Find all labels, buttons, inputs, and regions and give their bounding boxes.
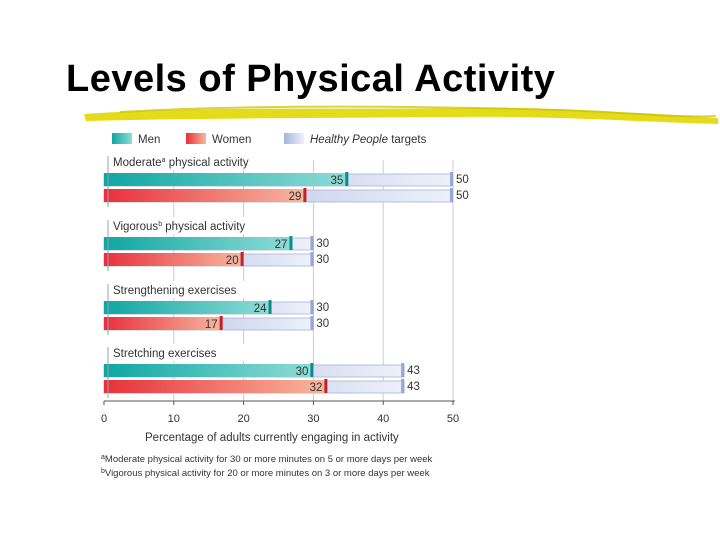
- x-tick-label-10: 10: [168, 413, 180, 425]
- target-label-men-0: 50: [456, 174, 469, 186]
- bar-cap-men-0: [345, 172, 349, 186]
- category-label-rest-0: physical activity: [166, 157, 249, 169]
- value-label-men-3: 30: [296, 366, 309, 378]
- target-bar-cap-men-0: [450, 172, 453, 186]
- bar-cap-men-1: [289, 236, 293, 250]
- bar-cap-women-2: [219, 316, 223, 330]
- footnote-a-text: Moderate physical activity for 30 or mor…: [105, 454, 433, 465]
- legend-target-rest: targets: [388, 134, 427, 146]
- target-bar-cap-women-1: [310, 252, 314, 266]
- title-underline-brush-stroke: [119, 105, 717, 118]
- x-tick-label-50: 50: [447, 413, 459, 425]
- x-ticks: 0 10 20 30 40 50: [101, 401, 459, 425]
- legend: Men Women Healthy People targets: [112, 133, 427, 146]
- legend-target-swatch: [284, 133, 304, 144]
- bar-cap-women-0: [303, 188, 307, 202]
- footnote-a: aModerate physical activity for 30 or mo…: [101, 454, 433, 465]
- bar-cap-women-1: [240, 252, 244, 266]
- category-label-main-3: Stretching exercises: [113, 348, 217, 360]
- x-tick-label-0: 0: [101, 413, 107, 425]
- x-tick-label-20: 20: [237, 413, 249, 425]
- bar-men-3: [104, 364, 314, 377]
- legend-target-label: Healthy People targets: [310, 134, 427, 146]
- bar-cap-men-3: [310, 363, 314, 377]
- x-tick-label-30: 30: [307, 413, 319, 425]
- bar-cap-women-3: [324, 379, 328, 393]
- target-label-women-2: 30: [316, 318, 329, 330]
- bar-cap-men-2: [268, 300, 272, 314]
- target-label-men-1: 30: [316, 238, 329, 250]
- legend-women-swatch: [186, 133, 206, 144]
- category-label-box-0: [104, 153, 254, 170]
- category-label-sup-1: b: [158, 221, 162, 228]
- slide-title: Levels of Physical Activity: [66, 58, 556, 100]
- value-label-women-2: 17: [205, 319, 218, 331]
- bar-women-3: [104, 380, 328, 393]
- target-label-men-2: 30: [316, 302, 329, 314]
- category-label-main-0: Moderate: [113, 157, 162, 169]
- target-bar-cap-women-0: [450, 188, 453, 202]
- title-underline-brush: [84, 107, 718, 124]
- target-label-women-1: 30: [316, 254, 329, 266]
- category-label-0: Moderatea physical activity: [113, 157, 249, 169]
- value-label-women-1: 20: [226, 255, 239, 267]
- footnote-a-sup: a: [101, 454, 105, 461]
- target-label-men-3: 43: [407, 365, 420, 377]
- category-label-1: Vigorousb physical activity: [113, 221, 245, 233]
- footnote-b-text: Vigorous physical activity for 20 or mor…: [105, 468, 430, 479]
- target-label-women-0: 50: [456, 190, 469, 202]
- category-label-sup-0: a: [162, 157, 166, 164]
- value-label-women-3: 32: [310, 382, 323, 394]
- legend-men-label: Men: [138, 134, 160, 146]
- category-label-rest-1: physical activity: [162, 221, 245, 233]
- category-label-box-2: [104, 281, 254, 298]
- bar-women-2: [104, 317, 223, 330]
- category-label-box-1: [104, 217, 254, 234]
- legend-women-label: Women: [212, 134, 251, 146]
- target-bar-cap-men-1: [310, 236, 314, 250]
- category-label-2: Strengthening exercises: [113, 285, 237, 297]
- bar-men-1: [104, 237, 293, 250]
- bar-men-0: [104, 173, 349, 186]
- value-label-men-1: 27: [275, 239, 288, 251]
- target-bar-cap-women-2: [310, 316, 314, 330]
- target-bar-cap-women-3: [401, 379, 405, 393]
- legend-target-italic: Healthy People: [310, 134, 388, 146]
- value-label-men-0: 35: [331, 175, 344, 187]
- target-bar-cap-men-2: [310, 300, 314, 314]
- footnote-b-sup: b: [101, 468, 105, 475]
- x-tick-label-40: 40: [377, 413, 389, 425]
- value-label-women-0: 29: [289, 191, 302, 203]
- bar-women-0: [104, 189, 307, 202]
- target-label-women-3: 43: [407, 381, 420, 393]
- category-label-main-2: Strengthening exercises: [113, 285, 237, 297]
- category-label-main-1: Vigorous: [113, 221, 158, 233]
- footnote-b: bVigorous physical activity for 20 or mo…: [101, 468, 430, 479]
- legend-men-swatch: [112, 133, 132, 144]
- bar-women-1: [104, 253, 244, 266]
- x-axis-label: Percentage of adults currently engaging …: [145, 432, 399, 444]
- target-bar-cap-men-3: [401, 363, 405, 377]
- category-label-3: Stretching exercises: [113, 348, 217, 360]
- bar-men-2: [104, 301, 272, 314]
- category-label-box-3: [104, 344, 254, 361]
- value-label-men-2: 24: [254, 303, 267, 315]
